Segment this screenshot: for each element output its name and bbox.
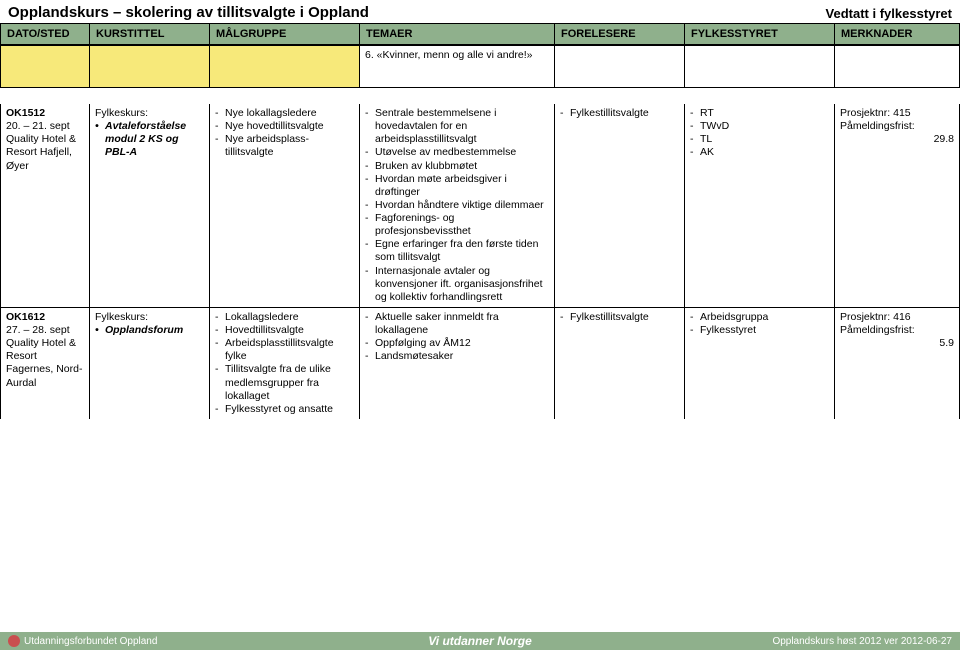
page-title-left: Opplandskurs – skolering av tillitsvalgt…	[8, 4, 369, 21]
cell	[835, 46, 960, 87]
list-item: Hovedtillitsvalgte	[215, 324, 354, 337]
prosjektnr: Prosjektnr: 416	[840, 311, 954, 324]
list-item: Aktuelle saker innmeldt fra lokallagene	[365, 311, 549, 337]
cell-merknader: Prosjektnr: 415 Påmeldingsfrist: 29.8	[835, 104, 960, 307]
list-item: Oppfølging av ÅM12	[365, 337, 549, 350]
cell-kurstittel: Fylkeskurs: Avtaleforståelse modul 2 KS …	[90, 104, 210, 307]
course-place: Quality Hotel & Resort Fagernes, Nord-Au…	[6, 337, 84, 390]
table-row-continuation: 6. «Kvinner, menn og alle vi andre!»	[0, 46, 960, 88]
course-code: OK1512	[6, 107, 84, 120]
list-item: Fylkestillitsvalgte	[560, 107, 679, 120]
footer-version: Opplandskurs høst 2012 ver 2012-06-27	[772, 636, 952, 647]
page-footer: Utdanningsforbundet Oppland Vi utdanner …	[0, 632, 960, 650]
list-item: Tillitsvalgte fra de ulike medlemsgruppe…	[215, 363, 354, 402]
page-title-right: Vedtatt i fylkesstyret	[826, 6, 952, 21]
column-headers: DATO/STED KURSTITTEL MÅLGRUPPE TEMAER FO…	[0, 24, 960, 46]
footer-left: Utdanningsforbundet Oppland	[8, 635, 157, 647]
list-item: Lokallagsledere	[215, 311, 354, 324]
cell-fylkesstyret: RT TWvD TL AK	[685, 104, 835, 307]
frist-date: 5.9	[840, 337, 954, 350]
list-item: AK	[690, 146, 829, 159]
list-item: TWvD	[690, 120, 829, 133]
frist-date: 29.8	[840, 133, 954, 146]
list-item: Fylkestillitsvalgte	[560, 311, 679, 324]
list-item: Utøvelse av medbestemmelse	[365, 146, 549, 159]
cell-fylkesstyret: Arbeidsgruppa Fylkesstyret	[685, 308, 835, 419]
cell	[555, 46, 685, 87]
cell	[685, 46, 835, 87]
col-fylkesstyret: FYLKESSTYRET	[685, 24, 835, 44]
col-forelesere: FORELESERE	[555, 24, 685, 44]
frist-label: Påmeldingsfrist:	[840, 120, 954, 133]
list-item: Arbeidsplasstillitsvalgte fylke	[215, 337, 354, 363]
table-row: OK1612 27. – 28. sept Quality Hotel & Re…	[0, 308, 960, 419]
cell-maalgruppe: Lokallagsledere Hovedtillitsvalgte Arbei…	[210, 308, 360, 419]
list-item: Landsmøtesaker	[365, 350, 549, 363]
footer-org: Utdanningsforbundet Oppland	[24, 636, 157, 647]
course-dates: 27. – 28. sept	[6, 324, 84, 337]
cell-tema: 6. «Kvinner, menn og alle vi andre!»	[360, 46, 555, 87]
course-place: Quality Hotel & Resort Hafjell, Øyer	[6, 133, 84, 172]
cell	[210, 46, 360, 87]
cell-kurstittel: Fylkeskurs: Opplandsforum	[90, 308, 210, 419]
course-dates: 20. – 21. sept	[6, 120, 84, 133]
list-item: Arbeidsgruppa	[690, 311, 829, 324]
list-item: Avtaleforståelse modul 2 KS og PBL-A	[95, 120, 204, 159]
course-code: OK1612	[6, 311, 84, 324]
cell	[90, 46, 210, 87]
col-merknader: MERKNADER	[835, 24, 960, 44]
list-item: Bruken av klubbmøtet	[365, 160, 549, 173]
cell-forelesere: Fylkestillitsvalgte	[555, 104, 685, 307]
cell-temaer: Aktuelle saker innmeldt fra lokallagene …	[360, 308, 555, 419]
kurstittel-label: Fylkeskurs:	[95, 107, 204, 120]
list-item: Fylkesstyret	[690, 324, 829, 337]
list-item: Fylkesstyret og ansatte	[215, 403, 354, 416]
col-dato: DATO/STED	[0, 24, 90, 44]
table-row: OK1512 20. – 21. sept Quality Hotel & Re…	[0, 104, 960, 308]
kurstittel-label: Fylkeskurs:	[95, 311, 204, 324]
page-header: Opplandskurs – skolering av tillitsvalgt…	[0, 0, 960, 24]
kurstittel-list: Avtaleforståelse modul 2 KS og PBL-A	[95, 120, 204, 159]
list-item: Sentrale bestemmelsene i hovedavtalen fo…	[365, 107, 549, 146]
list-item: Nye hovedtillitsvalgte	[215, 120, 354, 133]
logo-icon	[8, 635, 20, 647]
list-item: Nye lokallagsledere	[215, 107, 354, 120]
list-item: Hvordan håndtere viktige dilemmaer	[365, 199, 549, 212]
cell-forelesere: Fylkestillitsvalgte	[555, 308, 685, 419]
footer-slogan: Vi utdanner Norge	[428, 634, 532, 648]
col-kurstittel: KURSTITTEL	[90, 24, 210, 44]
list-item: Nye arbeidsplass-tillitsvalgte	[215, 133, 354, 159]
cell-dato: OK1512 20. – 21. sept Quality Hotel & Re…	[0, 104, 90, 307]
cell-maalgruppe: Nye lokallagsledere Nye hovedtillitsvalg…	[210, 104, 360, 307]
list-item: Fagforenings- og profesjonsbevissthet	[365, 212, 549, 238]
cell-dato: OK1612 27. – 28. sept Quality Hotel & Re…	[0, 308, 90, 419]
col-maalgruppe: MÅLGRUPPE	[210, 24, 360, 44]
prosjektnr: Prosjektnr: 415	[840, 107, 954, 120]
list-item: RT	[690, 107, 829, 120]
frist-label: Påmeldingsfrist:	[840, 324, 954, 337]
cell	[0, 46, 90, 87]
col-temaer: TEMAER	[360, 24, 555, 44]
list-item: Internasjonale avtaler og konvensjoner i…	[365, 265, 549, 304]
list-item: TL	[690, 133, 829, 146]
list-item: Egne erfaringer fra den første tiden som…	[365, 238, 549, 264]
cell-temaer: Sentrale bestemmelsene i hovedavtalen fo…	[360, 104, 555, 307]
cell-merknader: Prosjektnr: 416 Påmeldingsfrist: 5.9	[835, 308, 960, 419]
list-item: Opplandsforum	[95, 324, 204, 337]
list-item: Hvordan møte arbeidsgiver i drøftinger	[365, 173, 549, 199]
